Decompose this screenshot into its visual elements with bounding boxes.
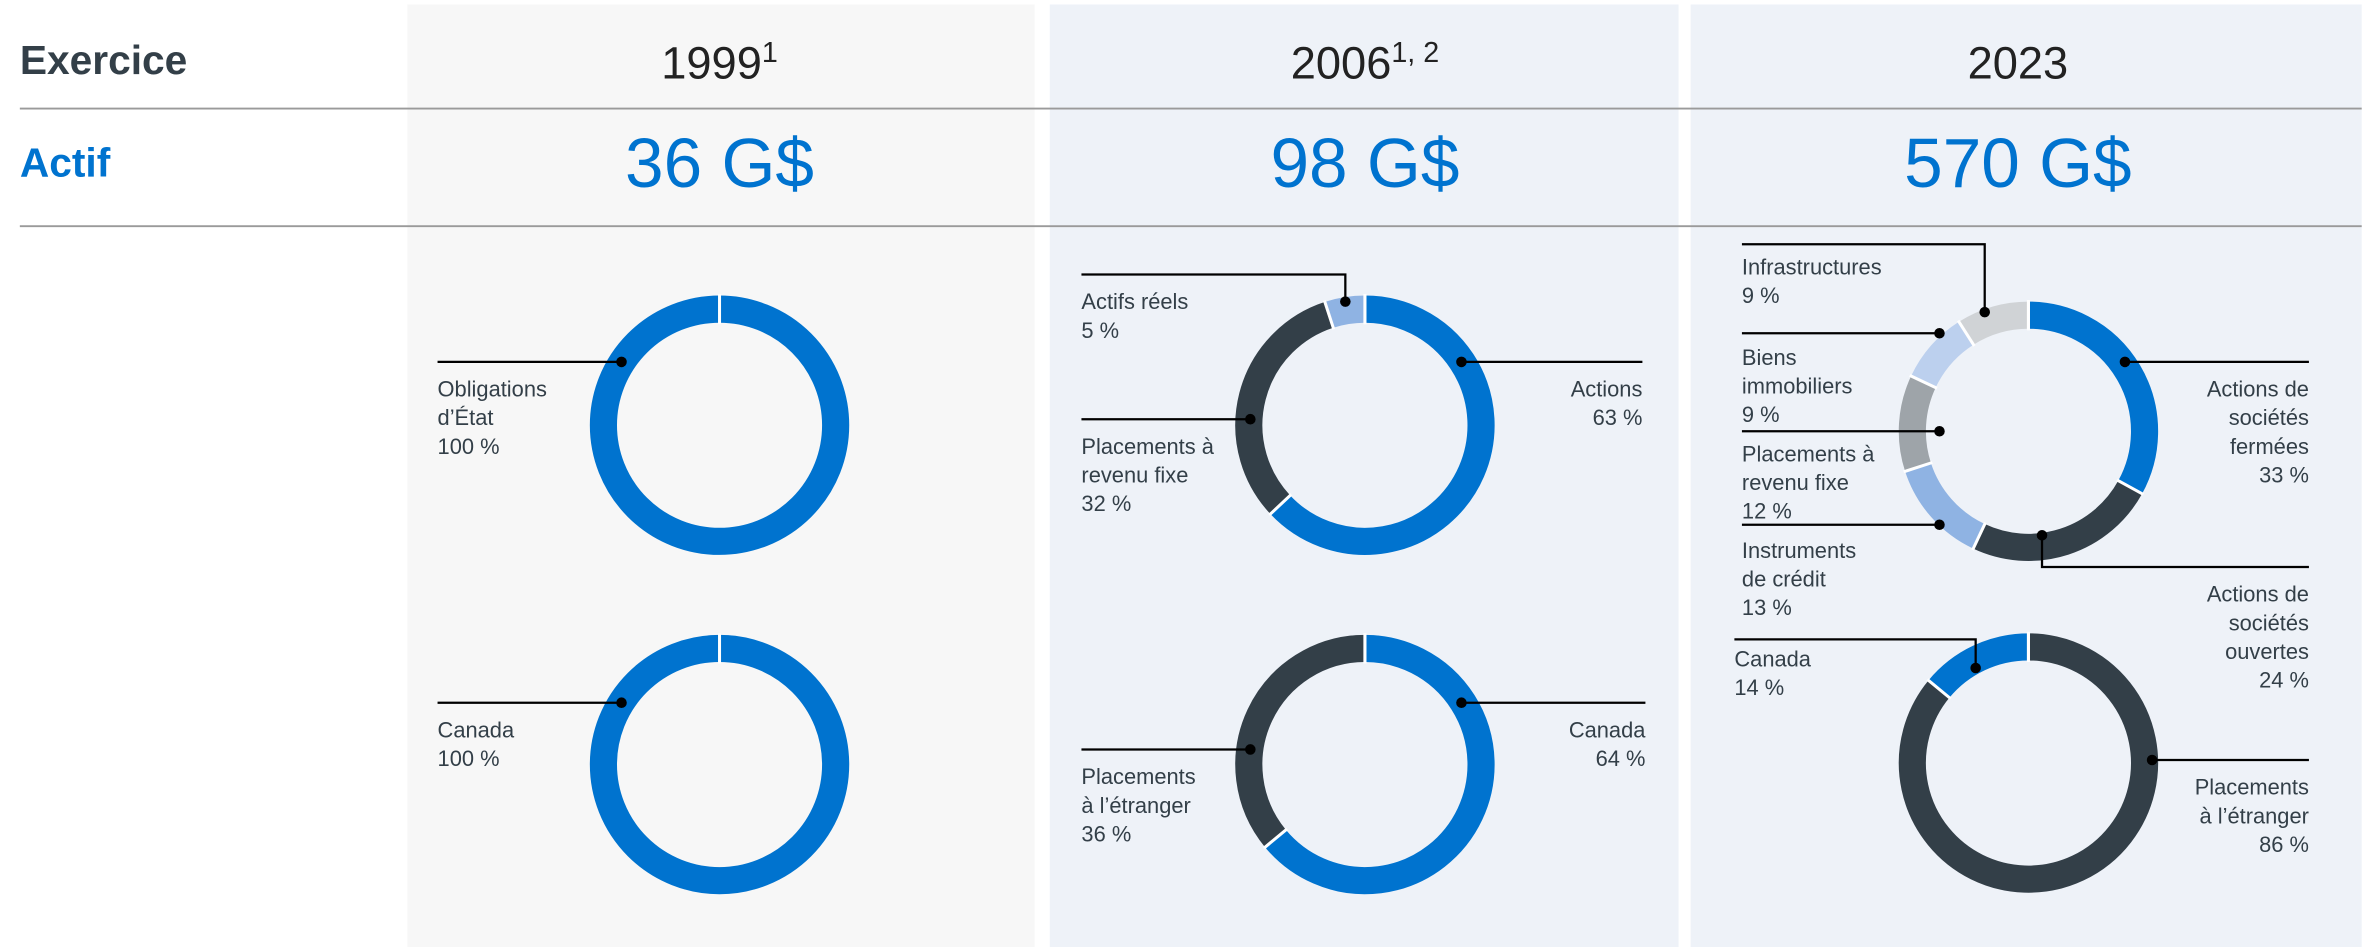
donut-slice: [1898, 376, 1936, 472]
leader-dot: [2119, 356, 2131, 368]
donut-slice: [1235, 301, 1334, 515]
leader-line: [1081, 273, 1347, 302]
year: 20061, 2: [1291, 37, 1439, 89]
slice-value: 64 %: [1596, 746, 1646, 771]
slice-value: 63 %: [1593, 405, 1643, 430]
slice-label: Canada: [1734, 647, 1811, 672]
slice-label: Actions de sociétés ouvertes: [2207, 582, 2309, 664]
slice-gap: [1903, 461, 1933, 474]
leader-dot: [1340, 296, 1351, 307]
slice-value: 100 %: [438, 434, 500, 459]
slice-value: 9 %: [1742, 402, 1780, 427]
slice-gap: [1909, 374, 1938, 390]
slice-value: 12 %: [1742, 499, 1792, 524]
assets: 36 G$: [625, 124, 814, 202]
slice-value: 24 %: [2259, 668, 2309, 693]
leader-dot: [1970, 662, 1981, 674]
assets: 570 G$: [1904, 124, 2132, 202]
slice-label: Actions: [1571, 377, 1643, 402]
slice-label: Placements à l’étranger: [1081, 764, 1195, 818]
donut-slice: [1911, 321, 1974, 388]
donut-slice: [1905, 462, 1986, 549]
slice-label: Obligations d’État: [438, 377, 547, 431]
assets: 98 G$: [1270, 124, 1459, 202]
donut-slice: [1270, 295, 1495, 555]
slice-value: 13 %: [1742, 595, 1792, 620]
slice-label: Placements à l’étranger: [2195, 775, 2309, 829]
leader-line: [1741, 243, 1986, 313]
leader-dot: [616, 356, 627, 368]
leader-dot: [2036, 530, 2048, 541]
slice-label: Placements à revenu fixe: [1742, 441, 1875, 495]
leader-line: [1734, 638, 1977, 669]
year: 2023: [1968, 37, 2069, 88]
row-label: Actif: [20, 139, 111, 185]
year-text: 1999: [661, 37, 762, 88]
donut-slice: [1958, 301, 2029, 345]
slice-gap: [1971, 522, 1987, 551]
leader-dot: [2146, 754, 2158, 766]
year: 19991: [661, 37, 778, 89]
column-bg: [1049, 4, 1679, 947]
slice-value: 33 %: [2259, 463, 2309, 488]
slice-value: 36 %: [1081, 821, 1131, 846]
slice-value: 32 %: [1081, 491, 1131, 516]
leader-dot: [1934, 425, 1945, 437]
slice-label: Canada: [1569, 717, 1646, 742]
slice-value: 9 %: [1742, 283, 1780, 308]
slice-value: 14 %: [1734, 675, 1784, 700]
slice-label: Biens immobiliers: [1742, 345, 1853, 399]
leader-dot: [1456, 356, 1467, 368]
footnote: 1: [762, 37, 778, 69]
slice-label: Placements à revenu fixe: [1081, 434, 1214, 488]
donut-slice: [1235, 634, 1366, 848]
slice-label: Instruments de crédit: [1742, 538, 1856, 592]
year-text: 2006: [1291, 37, 1392, 88]
leader-dot: [1934, 519, 1945, 531]
footnote: 1, 2: [1391, 37, 1439, 69]
slice-gap: [1956, 319, 1976, 347]
slice-value: 100 %: [438, 746, 500, 771]
slice-gap: [1926, 678, 1952, 700]
leader-dot: [1979, 306, 1990, 318]
leader-dot: [616, 697, 627, 708]
slice-label: Actions de sociétés fermées: [2207, 377, 2309, 459]
year-text: 2023: [1968, 37, 2069, 88]
leader-dot: [1456, 697, 1467, 708]
donut-slice: [2028, 301, 2159, 494]
column-bg: [407, 4, 1035, 947]
donut-slice: [1928, 633, 2029, 698]
column-bg: [1690, 4, 2362, 947]
donut-slice: [1973, 480, 2143, 561]
leader-dot: [1934, 327, 1945, 339]
slice-gap: [2116, 478, 2145, 496]
slice-label: Actifs réels: [1081, 289, 1188, 314]
row-label: Exercice: [20, 37, 187, 83]
leader-dot: [1245, 413, 1256, 425]
slice-value: 5 %: [1081, 318, 1119, 343]
slice-gap: [1322, 300, 1336, 330]
donut-slice: [1898, 633, 2159, 893]
slice-gap: [1262, 827, 1289, 850]
leader-line: [2040, 535, 2309, 569]
slice-gap: [1268, 493, 1293, 517]
slice-label: Infrastructures: [1742, 254, 1882, 279]
slice-label: Canada: [438, 717, 515, 742]
donut-slice: [1265, 634, 1495, 895]
donut-slice: [1324, 295, 1366, 328]
slice-value: 86 %: [2259, 832, 2309, 857]
leader-dot: [1245, 744, 1256, 755]
